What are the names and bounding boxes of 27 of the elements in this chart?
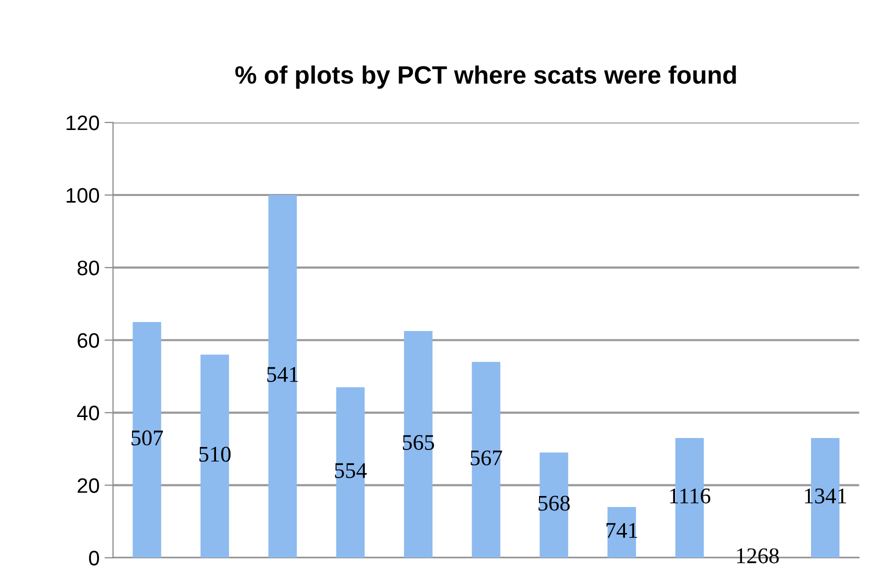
x-tick-label: 741 (606, 523, 638, 538)
y-tick-label: 20 (78, 478, 100, 493)
x-tick-label: 567 (470, 450, 502, 466)
bar (404, 331, 433, 558)
chart-title: % of plots by PCT where scats were found (235, 65, 736, 89)
x-tick-label: 510 (199, 446, 231, 462)
y-tick-label: 120 (66, 115, 100, 130)
x-tick-label: 1341 (804, 488, 846, 504)
y-tick-label: 40 (77, 406, 100, 420)
bar (200, 354, 230, 558)
y-tick-label: 80 (78, 260, 100, 276)
y-tick-label: 60 (78, 333, 100, 348)
y-tick-label: 100 (66, 188, 100, 203)
bar (540, 452, 568, 558)
y-tick-label: 0 (89, 550, 100, 566)
bar (608, 506, 636, 558)
x-tick-label: 568 (538, 496, 570, 511)
bar (268, 195, 297, 558)
bar (336, 387, 365, 558)
bar (472, 362, 500, 558)
x-tick-label: 541 (267, 367, 298, 382)
x-tick-label: 1116 (670, 488, 710, 504)
x-tick-label: 565 (402, 435, 434, 450)
x-tick-label: 507 (132, 430, 163, 446)
x-tick-label: 1268 (737, 548, 779, 564)
bar (132, 322, 162, 558)
x-tick-label: 554 (335, 463, 367, 478)
